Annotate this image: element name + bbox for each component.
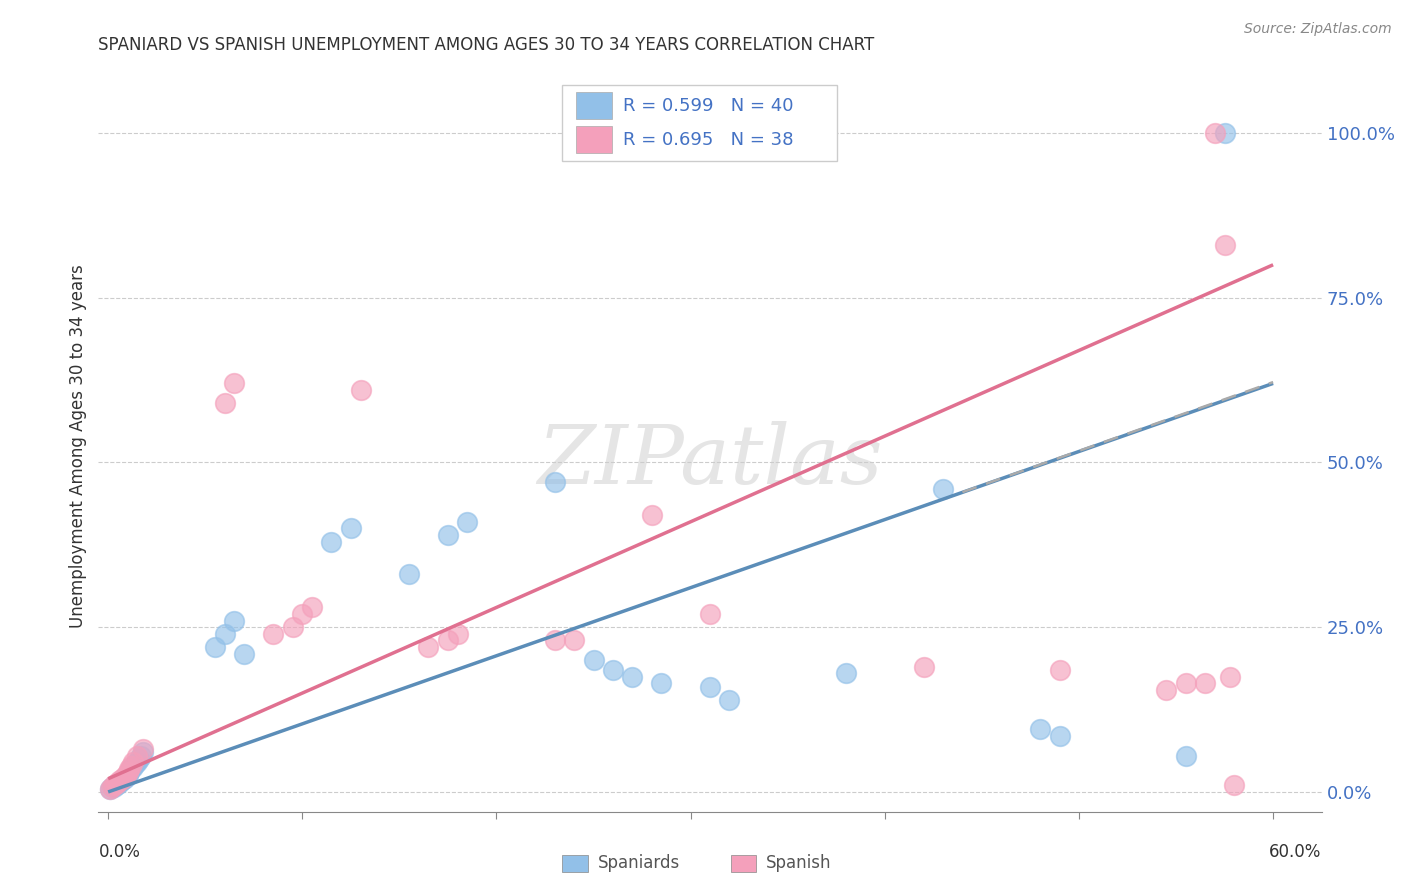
Point <box>104 778 127 792</box>
Point <box>127 748 149 763</box>
Text: 0.0%: 0.0% <box>98 843 141 861</box>
Point <box>117 765 139 780</box>
Text: SPANIARD VS SPANISH UNEMPLOYMENT AMONG AGES 30 TO 34 YEARS CORRELATION CHART: SPANIARD VS SPANISH UNEMPLOYMENT AMONG A… <box>98 36 875 54</box>
Point <box>621 670 644 684</box>
Point <box>103 780 125 794</box>
Point <box>120 758 142 772</box>
Point <box>127 756 149 770</box>
Point <box>214 627 236 641</box>
Y-axis label: Unemployment Among Ages 30 to 34 years: Unemployment Among Ages 30 to 34 years <box>69 264 87 628</box>
Point <box>214 396 236 410</box>
Point <box>128 752 150 766</box>
Point <box>1174 676 1197 690</box>
Point <box>1204 126 1226 140</box>
Point <box>641 508 664 523</box>
Point <box>104 777 127 791</box>
Point <box>835 666 858 681</box>
Point <box>122 760 145 774</box>
Point <box>120 762 142 776</box>
Point <box>118 765 141 780</box>
Text: Source: ZipAtlas.com: Source: ZipAtlas.com <box>1244 22 1392 37</box>
Point <box>281 620 304 634</box>
Point <box>1029 723 1052 737</box>
Point <box>398 567 420 582</box>
Point <box>103 778 125 792</box>
Point <box>132 746 155 760</box>
Point <box>118 762 141 776</box>
Point <box>1219 670 1241 684</box>
Text: R = 0.599   N = 40: R = 0.599 N = 40 <box>623 97 793 115</box>
Text: 60.0%: 60.0% <box>1270 843 1322 861</box>
Point <box>1194 676 1216 690</box>
Text: Spanish: Spanish <box>766 855 832 872</box>
Point <box>101 780 124 795</box>
Point <box>456 515 478 529</box>
Point <box>107 777 129 791</box>
Point <box>301 600 323 615</box>
Point <box>650 676 672 690</box>
Point <box>340 521 363 535</box>
Point <box>112 772 135 786</box>
Point <box>1223 778 1246 792</box>
Point <box>114 771 136 785</box>
Point <box>544 475 567 490</box>
Point <box>437 633 460 648</box>
Text: ZIPatlas: ZIPatlas <box>537 421 883 500</box>
Point <box>204 640 226 654</box>
Point <box>562 633 585 648</box>
Point <box>107 775 129 789</box>
Point <box>108 773 131 788</box>
Point <box>437 528 460 542</box>
Point <box>224 376 246 391</box>
Point <box>98 781 121 796</box>
Point <box>699 680 721 694</box>
Point <box>101 780 124 794</box>
Point <box>699 607 721 621</box>
Point <box>233 647 256 661</box>
Point <box>582 653 605 667</box>
Point <box>262 627 284 641</box>
Point <box>124 757 146 772</box>
Point <box>111 772 134 786</box>
Point <box>129 748 152 763</box>
Point <box>1156 682 1178 697</box>
Point <box>122 756 145 770</box>
Point <box>108 775 131 789</box>
Point <box>446 627 468 641</box>
Point <box>1049 729 1071 743</box>
Text: R = 0.695   N = 38: R = 0.695 N = 38 <box>623 131 793 149</box>
Point <box>117 768 139 782</box>
Point <box>602 663 624 677</box>
Point <box>291 607 314 621</box>
Point <box>544 633 567 648</box>
Point <box>1174 748 1197 763</box>
Point <box>98 781 121 796</box>
Point <box>1213 126 1236 140</box>
Point <box>932 482 955 496</box>
Point <box>912 659 935 673</box>
Point <box>132 742 155 756</box>
Point <box>321 534 343 549</box>
Point <box>114 768 136 782</box>
Point <box>718 692 741 706</box>
Point <box>1213 238 1236 252</box>
Point <box>224 614 246 628</box>
Point <box>1049 663 1071 677</box>
Point <box>349 383 371 397</box>
Point <box>112 771 135 785</box>
Text: Spaniards: Spaniards <box>598 855 679 872</box>
Point <box>418 640 440 654</box>
Point <box>111 773 134 788</box>
